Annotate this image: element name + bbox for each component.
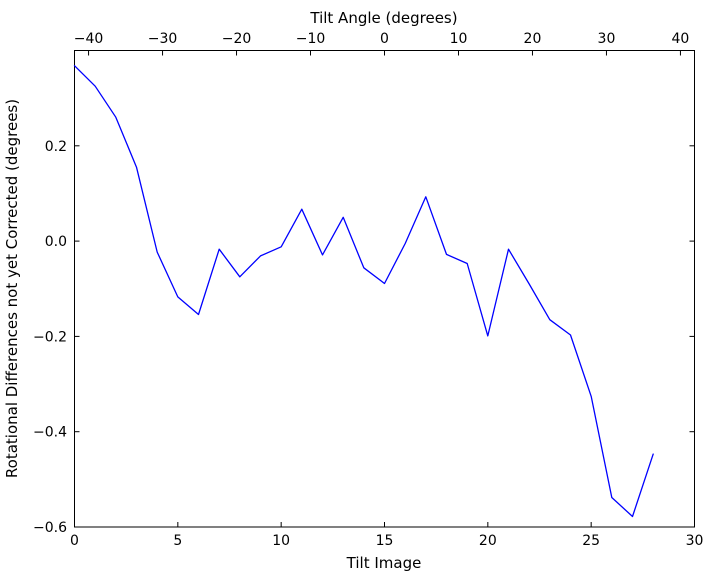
- y-tick-label: −0.4: [33, 425, 67, 441]
- data-series: [73, 65, 654, 518]
- y-tick-label: −0.6: [33, 520, 67, 536]
- x-tick-label-top: −10: [296, 31, 326, 47]
- x-tick-label-bottom: 30: [686, 533, 704, 549]
- top-axis-title: Tilt Angle (degrees): [309, 9, 457, 27]
- x-tick-label-top: 20: [524, 31, 542, 47]
- x-tick-label-bottom: 5: [173, 533, 182, 549]
- x-tick-label-top: 0: [380, 31, 389, 47]
- x-tick-label-bottom: 15: [376, 533, 394, 549]
- x-tick-label-top: 40: [672, 31, 690, 47]
- x-tick-label-top: 10: [450, 31, 468, 47]
- x-tick-label-bottom: 25: [582, 533, 600, 549]
- plot-area-border: [74, 50, 695, 528]
- x-tick-label-top: −20: [222, 31, 252, 47]
- bottom-axis-title: Tilt Image: [346, 554, 422, 572]
- x-tick-label-top: −30: [148, 31, 178, 47]
- y-tick-label: −0.2: [33, 329, 67, 345]
- series-rotational-difference: [73, 65, 654, 518]
- x-tick-label-bottom: 0: [70, 533, 79, 549]
- x-tick-label-bottom: 20: [479, 533, 497, 549]
- left-axis-title: Rotational Differences not yet Corrected…: [3, 99, 21, 478]
- y-tick-label: 0.0: [45, 234, 67, 250]
- axis-ticks: 0 5 10 15 20 25 30 −40 −30 −20 −10 0 10 20 30 40 0.2 0.0 −…: [33, 31, 703, 549]
- x-tick-label-top: −40: [74, 31, 104, 47]
- x-tick-label-bottom: 10: [272, 533, 290, 549]
- y-tick-label: 0.2: [45, 139, 67, 155]
- x-tick-label-top: 30: [598, 31, 616, 47]
